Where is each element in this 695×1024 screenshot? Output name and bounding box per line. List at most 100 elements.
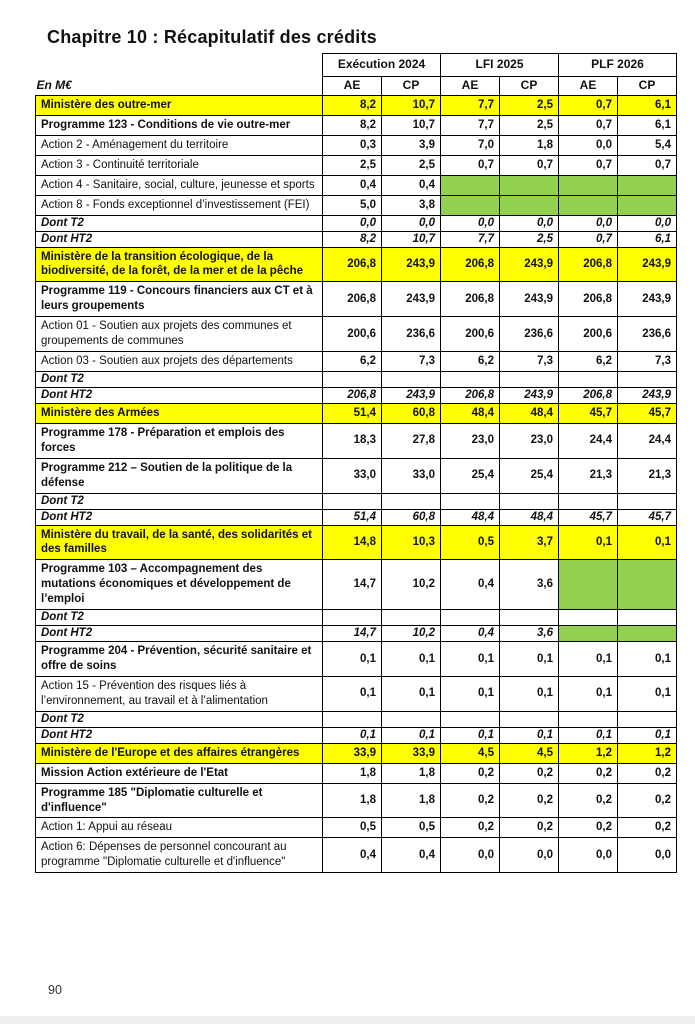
row-label: Action 01 - Soutien aux projets des comm… [35,316,323,353]
value-cell: 0,0 [499,214,559,232]
row-label: Programme 212 – Soutien de la politique … [35,457,323,494]
row-label: Ministère du travail, de la santé, des s… [35,524,323,561]
table-row: Ministère des Armées 51,4 60,8 48,4 48,4 45,7… [35,402,678,424]
value-cell: 0,2 [440,817,500,839]
value-cell: 0,0 [558,134,618,156]
value-cell: 14,7 [322,625,382,643]
value-cell: 5,4 [616,134,678,156]
value-cell: 2,5 [499,230,559,248]
value-cell: 0,1 [381,675,441,712]
value-cell: 45,7 [616,402,678,424]
value-cell: 0,4 [440,625,500,643]
row-label: Programme 178 - Préparation et emplois d… [35,422,323,459]
value-cell: 24,4 [616,422,678,459]
table-row: Programme 119 - Concours financiers aux … [35,281,678,318]
value-cell [558,371,618,388]
table-row: Programme 185 "Diplomatie culturelle et … [35,782,678,819]
value-cell [499,710,559,728]
value-cell: 25,4 [440,457,500,494]
value-cell: 0,4 [322,837,382,874]
value-cell [558,609,618,627]
value-cell: 10,2 [381,625,441,643]
value-cell: 0,1 [558,726,618,744]
value-cell [616,609,678,627]
value-cell: 0,7 [440,154,500,176]
value-cell: 7,0 [440,134,500,156]
value-cell: 1,8 [381,762,441,784]
value-cell: 0,2 [499,817,559,839]
value-cell [616,371,678,388]
row-label: Dont HT2 [35,387,323,404]
value-cell: 200,6 [558,316,618,353]
credits-table: Exécution 2024 LFI 2025 PLF 2026 En M€ A… [35,53,678,874]
value-cell: 2,5 [322,154,382,176]
value-cell [558,492,618,510]
value-cell: 1,8 [381,782,441,819]
value-cell [322,710,382,728]
value-cell: 6,1 [616,230,678,248]
value-cell: 0,7 [558,114,618,136]
table-body: Ministère des outre-mer 8,2 10,7 7,7 2,5 0,7 6… [35,95,678,874]
value-cell: 0,2 [440,762,500,784]
sub-header-cp: CP [381,76,441,96]
value-cell: 0,2 [558,782,618,819]
row-label: Dont HT2 [35,625,323,643]
value-cell: 8,2 [322,95,382,116]
unit-label: En M€ [36,78,72,93]
value-cell: 206,8 [322,281,382,318]
row-label: Action 4 - Sanitaire, social, culture, j… [35,174,323,196]
table-row: Dont T2 [35,609,678,627]
value-cell: 7,7 [440,230,500,248]
row-label: Action 6: Dépenses de personnel concoura… [35,837,323,874]
row-label: Dont T2 [35,371,323,388]
value-cell [558,194,618,216]
value-cell: 3,6 [499,559,559,611]
table-row: Action 2 - Aménagement du territoire 0,3 3… [35,134,678,156]
row-label: Ministère de l'Europe et des affaires ét… [35,742,323,764]
value-cell: 206,8 [440,281,500,318]
table-row: Dont T2 [35,492,678,510]
header-group-row: Exécution 2024 LFI 2025 PLF 2026 [36,53,678,77]
value-cell: 3,6 [499,625,559,643]
value-cell: 0,1 [499,641,559,677]
value-cell: 48,4 [499,402,559,424]
value-cell: 0,4 [381,837,441,874]
value-cell: 0,2 [499,762,559,784]
row-label: Dont HT2 [35,230,323,248]
value-cell: 2,5 [381,154,441,176]
value-cell: 236,6 [381,316,441,353]
value-cell: 0,1 [322,726,382,744]
value-cell: 18,3 [322,422,382,459]
table-row: Dont T2 0,0 0,0 0,0 0,0 0,0 0,0 [35,214,678,232]
value-cell: 0,1 [616,524,678,561]
value-cell: 33,9 [381,742,441,764]
value-cell [616,559,678,611]
value-cell: 3,9 [381,134,441,156]
value-cell: 48,4 [440,508,500,526]
value-cell: 0,4 [322,174,382,196]
value-cell: 6,2 [322,351,382,373]
value-cell: 206,8 [440,246,500,283]
value-cell: 243,9 [381,387,441,404]
value-cell: 0,1 [322,675,382,712]
value-cell: 0,7 [616,154,678,176]
row-label: Ministère des Armées [35,402,323,424]
value-cell: 200,6 [322,316,382,353]
table-row: Action 4 - Sanitaire, social, culture, j… [35,174,678,196]
sub-header-ae: AE [440,76,500,96]
value-cell: 7,7 [440,114,500,136]
value-cell [440,371,500,388]
value-cell [558,174,618,196]
row-label: Programme 123 - Conditions de vie outre-… [35,114,323,136]
value-cell: 0,2 [616,762,678,784]
value-cell: 10,7 [381,230,441,248]
table-row: Programme 123 - Conditions de vie outre-… [35,114,678,136]
value-cell: 2,5 [499,114,559,136]
value-cell: 0,7 [558,95,618,116]
sub-header-cp: CP [616,76,678,96]
row-label: Action 15 - Prévention des risques liés … [35,675,323,712]
row-label: Ministère de la transition écologique, d… [35,246,323,283]
table-row: Ministère des outre-mer 8,2 10,7 7,7 2,5 0,7 6… [35,95,678,116]
value-cell: 0,2 [499,782,559,819]
value-cell: 27,8 [381,422,441,459]
